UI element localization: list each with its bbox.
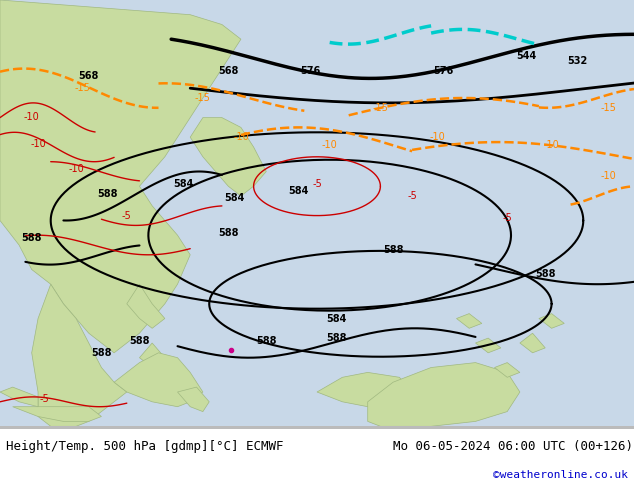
Polygon shape bbox=[456, 314, 482, 328]
Text: 568: 568 bbox=[218, 66, 238, 76]
Text: 576: 576 bbox=[301, 66, 321, 76]
Polygon shape bbox=[139, 343, 178, 377]
Text: 588: 588 bbox=[383, 245, 403, 255]
Text: -5: -5 bbox=[312, 179, 322, 189]
Bar bbox=[0, 426, 634, 490]
Polygon shape bbox=[368, 363, 520, 426]
Text: -10: -10 bbox=[24, 112, 39, 122]
Text: -15: -15 bbox=[372, 103, 389, 113]
Polygon shape bbox=[0, 387, 38, 407]
Text: -10: -10 bbox=[322, 140, 337, 149]
Text: Height/Temp. 500 hPa [gdmp][°C] ECMWF: Height/Temp. 500 hPa [gdmp][°C] ECMWF bbox=[6, 441, 284, 453]
Polygon shape bbox=[127, 284, 165, 328]
Text: 588: 588 bbox=[22, 233, 42, 243]
Text: 588: 588 bbox=[326, 333, 346, 343]
Polygon shape bbox=[0, 0, 241, 353]
Text: -10: -10 bbox=[68, 164, 84, 174]
Polygon shape bbox=[520, 333, 545, 353]
Polygon shape bbox=[178, 387, 209, 412]
Text: -10: -10 bbox=[430, 132, 445, 142]
Text: ©weatheronline.co.uk: ©weatheronline.co.uk bbox=[493, 470, 628, 480]
Text: 588: 588 bbox=[535, 270, 555, 279]
Text: 584: 584 bbox=[174, 179, 194, 189]
Text: Mo 06-05-2024 06:00 UTC (00+126): Mo 06-05-2024 06:00 UTC (00+126) bbox=[393, 441, 633, 453]
Text: -5: -5 bbox=[122, 211, 132, 220]
Bar bbox=[0, 0, 634, 426]
Polygon shape bbox=[13, 407, 101, 421]
Text: -15: -15 bbox=[74, 83, 91, 93]
Text: 568: 568 bbox=[79, 71, 99, 81]
Text: -5: -5 bbox=[39, 394, 49, 404]
Text: 588: 588 bbox=[129, 336, 150, 345]
Bar bbox=[0, 426, 634, 429]
Text: -10: -10 bbox=[233, 132, 249, 142]
Text: 588: 588 bbox=[98, 189, 118, 198]
Text: -15: -15 bbox=[195, 93, 211, 103]
Text: 588: 588 bbox=[218, 228, 238, 238]
Text: 584: 584 bbox=[288, 186, 308, 196]
Text: 588: 588 bbox=[91, 348, 112, 358]
Polygon shape bbox=[317, 372, 412, 407]
Text: 532: 532 bbox=[567, 56, 587, 66]
Text: -10: -10 bbox=[544, 140, 559, 149]
Text: 588: 588 bbox=[256, 336, 276, 345]
Text: -5: -5 bbox=[407, 191, 417, 201]
Polygon shape bbox=[495, 363, 520, 377]
Polygon shape bbox=[476, 338, 501, 353]
Text: -10: -10 bbox=[601, 172, 616, 181]
Text: 544: 544 bbox=[516, 51, 536, 61]
Text: -5: -5 bbox=[502, 213, 512, 223]
Text: 576: 576 bbox=[434, 66, 454, 76]
Text: 584: 584 bbox=[326, 314, 346, 323]
Polygon shape bbox=[539, 314, 564, 328]
Polygon shape bbox=[190, 118, 266, 196]
Text: -15: -15 bbox=[600, 103, 617, 113]
Text: 584: 584 bbox=[224, 194, 245, 203]
Polygon shape bbox=[32, 284, 127, 426]
Text: -10: -10 bbox=[30, 139, 46, 149]
Polygon shape bbox=[114, 353, 203, 407]
